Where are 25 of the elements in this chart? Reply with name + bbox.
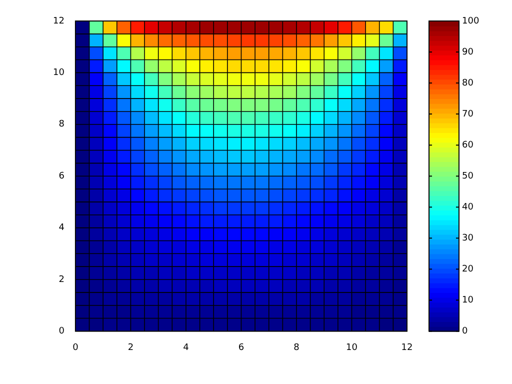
color-bar-label: 80 (462, 78, 474, 88)
color-bar-label: 100 (462, 16, 480, 26)
color-bar-label: 0 (462, 326, 468, 337)
color-bar-label: 60 (462, 140, 474, 150)
x-tick-label: 10 (346, 342, 358, 353)
y-tick-label: 8 (58, 120, 65, 130)
color-bar-label: 30 (462, 233, 474, 244)
color-bar-label: 90 (462, 47, 474, 58)
y-tick-label: 10 (53, 68, 65, 78)
x-tick-label: 2 (128, 342, 134, 353)
y-tick-label: 6 (58, 171, 65, 182)
x-tick-label: 8 (294, 342, 300, 353)
y-tick-label: 2 (58, 274, 64, 285)
y-tick-label: 4 (58, 223, 65, 234)
x-tick-label: 4 (183, 342, 190, 353)
x-tick-label: 6 (238, 342, 244, 353)
color-bar-label: 10 (462, 296, 474, 306)
color-bar-label: 20 (462, 264, 474, 275)
x-tick-label: 0 (72, 342, 79, 353)
color-bar-label: 70 (462, 109, 474, 120)
x-tick-label: 12 (401, 342, 413, 353)
color-bar-label: 50 (462, 171, 474, 182)
color-bar-label: 40 (462, 202, 474, 212)
y-tick-label: 12 (53, 16, 64, 26)
y-tick-label: 0 (58, 326, 65, 337)
